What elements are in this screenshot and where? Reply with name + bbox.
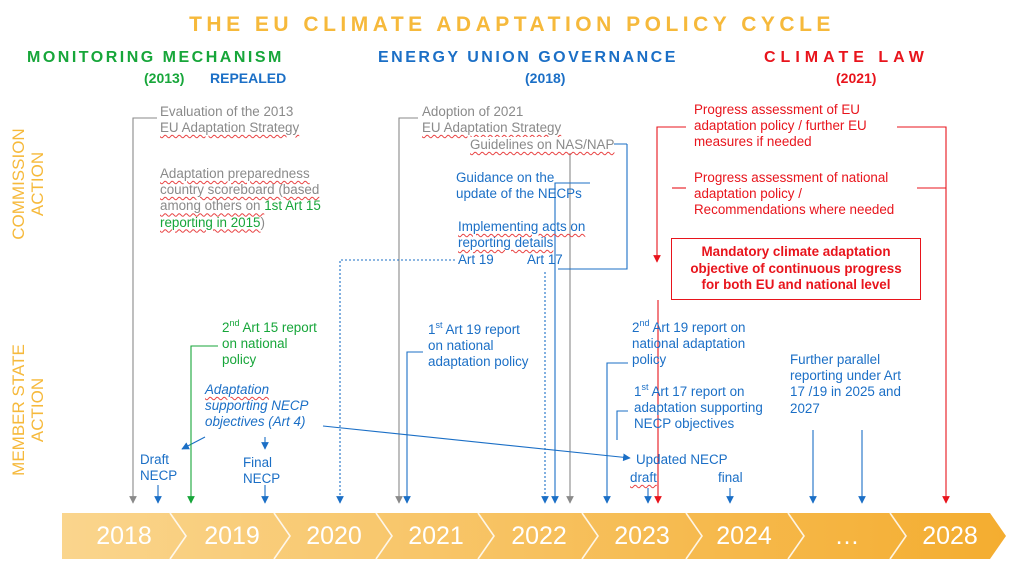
member-state-action-label: MEMBER STATE ACTION — [9, 344, 47, 476]
updated-necp-draft: draft — [630, 470, 657, 485]
climate-law-year: (2021) — [836, 70, 877, 86]
timeline-year-2020: 2020 — [306, 522, 362, 550]
timeline-band — [62, 512, 1006, 560]
art15-report-arrow — [187, 345, 218, 504]
timeline-year-2022: 2022 — [511, 522, 567, 550]
implementing-acts-bracket — [558, 144, 628, 270]
timeline-year-2023: 2023 — [614, 522, 670, 550]
mandatory-objective-box: Mandatory climate adaptation objective o… — [671, 238, 921, 300]
progress-eu-arrow — [653, 126, 686, 263]
page-title: THE EU CLIMATE ADAPTATION POLICY CYCLE — [189, 13, 835, 36]
green-connectors — [187, 345, 218, 504]
monitoring-mechanism-header: MONITORING MECHANISM — [27, 49, 284, 66]
art19-second-arrow — [603, 362, 628, 504]
adaptation-to-updated-arrow — [322, 425, 631, 462]
blue-dotted-connectors — [336, 259, 549, 504]
progress-eu-right-arrow — [897, 126, 950, 504]
art19-first-arrow — [403, 351, 423, 504]
art19-second-report: 2nd Art 19 report on national adaptation… — [632, 318, 746, 368]
guidance-necp-arrow — [551, 182, 590, 504]
monitoring-mechanism-year: (2013) — [144, 70, 185, 86]
commission-action-label: COMMISSION ACTION — [9, 128, 47, 240]
red-connectors — [653, 126, 950, 504]
adaptation-supporting-necp: Adaptation supporting NECP objectives (A… — [205, 382, 309, 430]
art15-second-report: 2nd Art 15 report on national policy — [222, 318, 317, 368]
adoption-2021-arrow — [395, 117, 418, 504]
timeline-year-ellipsis: … — [834, 522, 860, 550]
final-necp: Final NECP — [243, 455, 281, 487]
further-parallel-reporting: Further parallel reporting under Art 17 … — [790, 352, 901, 416]
adaptation-scoreboard: Adaptation preparedness country scoreboa… — [160, 166, 321, 230]
timeline-chevrons — [169, 512, 907, 560]
draft-necp: Draft NECP — [140, 452, 178, 484]
timeline-year-2018: 2018 — [96, 522, 152, 550]
art17-first-report: 1st Art 17 report on adaptation supporti… — [634, 382, 763, 432]
art19-first-report: 1st Art 19 report on national adaptation… — [428, 320, 529, 370]
timeline-year-2024: 2024 — [716, 522, 772, 550]
art17-label: Art 17 — [527, 252, 563, 267]
art19-label: Art 19 — [458, 252, 494, 267]
art17-first-bracket — [616, 410, 628, 440]
repealed-label: REPEALED — [210, 70, 287, 86]
energy-union-year: (2018) — [525, 70, 566, 86]
art19-dotted-arrow — [336, 259, 455, 504]
evaluation-2013-strategy: Evaluation of the 2013 EU Adaptation Str… — [160, 104, 300, 136]
updated-necp-final: final — [718, 470, 743, 485]
eval-2013-arrow — [129, 117, 157, 504]
energy-union-header: ENERGY UNION GOVERNANCE — [378, 49, 678, 66]
blue-connectors — [154, 143, 866, 504]
climate-law-header: CLIMATE LAW — [764, 49, 929, 66]
implementing-acts: Implementing acts on reporting details — [458, 219, 586, 251]
adoption-2021-strategy: Adoption of 2021 EU Adaptation Strategy — [422, 104, 562, 136]
timeline-year-2019: 2019 — [204, 522, 260, 550]
updated-necp: Updated NECP — [636, 452, 728, 467]
guidance-necp-update: Guidance on the update of the NECPs — [456, 170, 582, 202]
timeline-year-2028: 2028 — [922, 522, 978, 550]
guidelines-nas-nap: Guidelines on NAS/NAP — [470, 137, 615, 154]
progress-assessment-eu: Progress assessment of EU adaptation pol… — [694, 102, 867, 150]
timeline-year-2021: 2021 — [408, 522, 464, 550]
adaptation-to-draft-arrow — [181, 436, 206, 450]
progress-assessment-national: Progress assessment of national adaptati… — [694, 170, 895, 218]
